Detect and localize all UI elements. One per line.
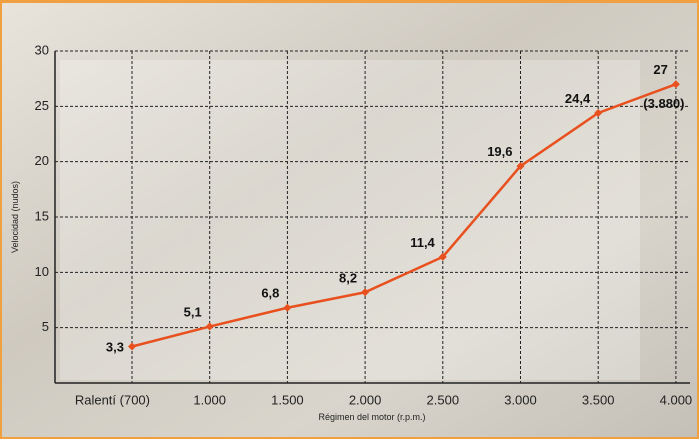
data-label: 24,4: [565, 91, 591, 106]
x-tick-label: 1.500: [271, 392, 304, 407]
data-label: 8,2: [339, 270, 357, 285]
data-label: 27: [653, 62, 667, 77]
marker: [128, 342, 136, 351]
x-tick-label: Ralentí (700): [75, 392, 150, 407]
line: [131, 83, 677, 348]
data-label: 11,4: [410, 235, 435, 250]
x-tick-label: 3.500: [582, 392, 615, 407]
data-label: 19,6: [487, 144, 512, 159]
y-tick-label: 10: [35, 264, 49, 279]
marker: [283, 303, 292, 312]
annotation: (3.880): [643, 96, 684, 111]
y-tick-label: 15: [35, 208, 49, 223]
y-tick-label: 25: [35, 98, 49, 113]
marker: [516, 162, 525, 171]
y-tick-label: 30: [35, 42, 49, 57]
y-axis-label: Velocidad (nudos): [10, 181, 20, 253]
marker: [205, 322, 214, 331]
data-label: 5,1: [184, 305, 202, 320]
marker: [671, 80, 680, 89]
marker: [361, 288, 370, 297]
y-tick-label: 5: [42, 319, 49, 334]
y-tick-label: 20: [35, 153, 49, 168]
background: [2, 3, 697, 437]
marker: [438, 252, 447, 261]
x-axis-label: Régimen del motor (r.p.m.): [318, 412, 425, 422]
x-tick-label: 3.000: [504, 392, 537, 407]
data-label: 6,8: [261, 286, 279, 301]
x-tick-label: 4.000: [660, 392, 693, 407]
x-tick-label: 1.000: [193, 392, 226, 407]
overlay: [60, 60, 640, 380]
x-tick-label: 2.000: [349, 392, 382, 407]
x-tick-label: 2.500: [427, 392, 460, 407]
data-label: 3,3: [106, 339, 124, 354]
marker: [594, 108, 603, 117]
